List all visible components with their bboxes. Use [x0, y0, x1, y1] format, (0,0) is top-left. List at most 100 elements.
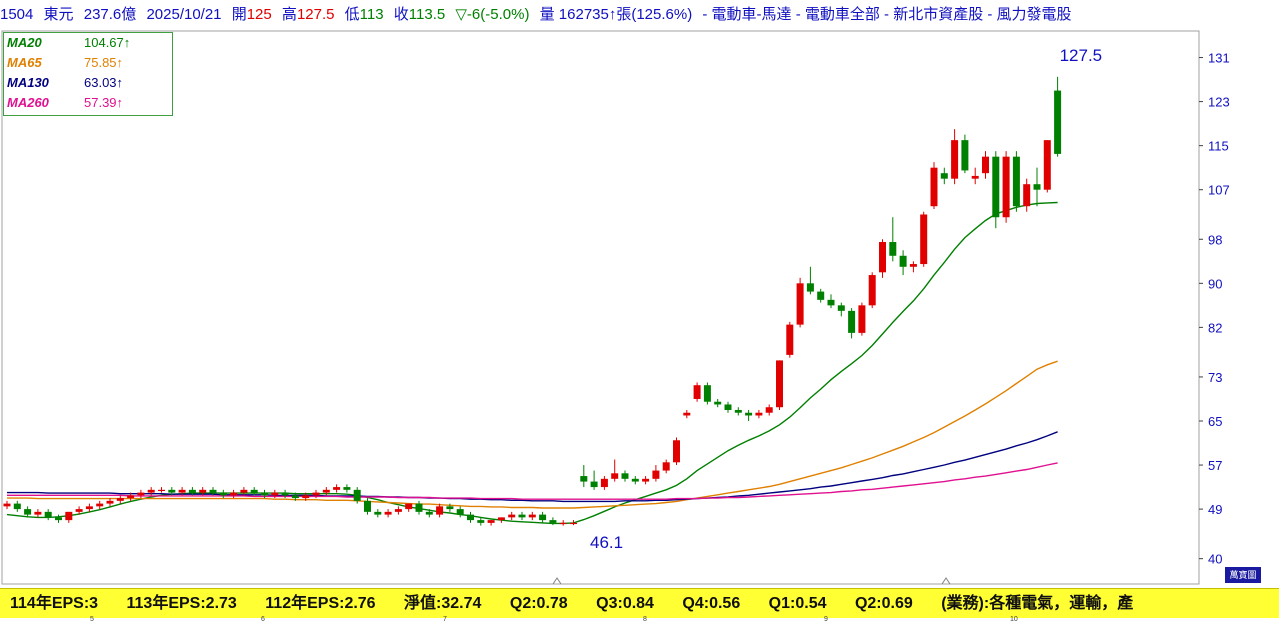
candle-body	[951, 140, 959, 179]
y-tick-label: 98	[1208, 232, 1222, 247]
candle-body	[24, 509, 32, 515]
candle	[250, 487, 258, 496]
candle	[703, 382, 711, 405]
candle	[364, 498, 371, 515]
candle-body	[456, 509, 464, 515]
category-tags: - 電動車-馬達 - 電動車全部 - 新北市資產股 - 風力發電股	[702, 6, 1072, 23]
candle	[920, 211, 928, 267]
high-annotation: 127.5	[1060, 46, 1103, 65]
candle-body	[982, 156, 989, 174]
candle	[3, 500, 11, 510]
candle-body	[662, 462, 670, 471]
candle	[827, 294, 835, 309]
ma-legend: MA20 104.67↑ MA65 75.85↑ MA130 63.03↑ MA…	[3, 32, 173, 116]
candle-body	[518, 514, 526, 518]
candle	[662, 459, 670, 474]
candle	[642, 476, 650, 485]
candle-body	[106, 500, 114, 504]
candle	[75, 506, 83, 515]
candle-body	[631, 478, 639, 482]
x-tick-label: 8	[643, 616, 647, 623]
candle-body	[909, 264, 917, 267]
candle-body	[776, 360, 783, 408]
candle	[137, 489, 145, 499]
candle	[848, 308, 856, 339]
candle	[559, 520, 567, 526]
candle	[837, 302, 845, 317]
candle	[147, 487, 155, 496]
candle	[765, 404, 773, 416]
footer-q4: Q4:0.56	[682, 595, 741, 612]
price-change: ▽-6(-5.0%)	[455, 6, 530, 23]
period-marker	[941, 577, 951, 585]
candle	[683, 409, 691, 419]
chart-svg: 131 123 115 107 98 90 82 73 65 57 49 40 127.5 46.1	[1, 30, 1230, 585]
candle-body	[13, 503, 21, 510]
candle	[930, 162, 938, 209]
candle-body	[837, 305, 845, 311]
candle	[868, 272, 876, 309]
candle-body	[127, 495, 135, 499]
candle	[188, 487, 196, 496]
legend-value: 75.85↑	[84, 55, 124, 70]
candle-body	[55, 517, 62, 521]
candle-body	[219, 492, 227, 496]
candle	[806, 266, 814, 295]
candle	[673, 437, 680, 466]
candle-body	[714, 401, 722, 405]
footer-eps-112: 112年EPS:2.76	[265, 595, 376, 612]
candle-body	[703, 385, 711, 402]
candle-body	[230, 492, 238, 496]
candle	[1002, 151, 1010, 223]
candle-body	[1033, 184, 1041, 190]
candle-body	[497, 517, 505, 521]
candle-body	[436, 506, 444, 515]
candle-body	[446, 506, 454, 510]
ma-line-ma20	[6, 201, 1058, 525]
footer-q2-prev: Q2:0.78	[509, 595, 568, 612]
candle-body	[281, 492, 289, 496]
candle	[178, 487, 186, 496]
candle	[611, 459, 619, 482]
candle-body	[394, 509, 402, 512]
candle-body	[528, 514, 536, 518]
legend-name: MA20	[7, 35, 42, 50]
candle-body	[302, 495, 310, 499]
legend-value: 104.67↑	[84, 35, 131, 50]
candle-body	[817, 291, 825, 300]
candle	[384, 509, 392, 518]
candle	[961, 134, 969, 174]
candle-body	[693, 385, 701, 399]
legend-value: 57.39↑	[84, 95, 124, 110]
candle	[230, 489, 238, 499]
candle	[570, 520, 577, 526]
candle-body	[44, 511, 52, 518]
candle	[219, 489, 227, 499]
candle	[240, 487, 248, 496]
y-tick-label: 57	[1208, 458, 1222, 473]
candle-body	[333, 487, 341, 490]
close-value: 113.5	[408, 6, 446, 23]
candle	[168, 487, 176, 496]
candle	[477, 517, 485, 526]
candle-body	[899, 255, 907, 267]
eps-info-bar: 114年EPS:3 113年EPS:2.73 112年EPS:2.76 淨值:3…	[0, 588, 1279, 619]
candlestick-chart[interactable]: 131 123 115 107 98 90 82 73 65 57 49 40 127.5 46.1	[0, 30, 1279, 588]
candle	[982, 151, 989, 179]
candle	[456, 506, 464, 518]
candle	[13, 500, 21, 512]
candle	[796, 277, 804, 328]
candle-body	[343, 487, 351, 490]
candle-body	[755, 412, 763, 416]
quote-date: 2025/10/21	[146, 6, 222, 23]
footer-eps-114: 114年EPS:3	[10, 595, 99, 612]
high-label: 高	[281, 6, 297, 23]
candle	[724, 401, 732, 413]
candle	[755, 409, 763, 419]
y-tick-label: 90	[1208, 276, 1222, 291]
candle-body	[642, 478, 650, 482]
candle-body	[487, 520, 495, 523]
candle-body	[322, 489, 330, 493]
candle	[425, 509, 433, 518]
candle-body	[353, 489, 361, 501]
